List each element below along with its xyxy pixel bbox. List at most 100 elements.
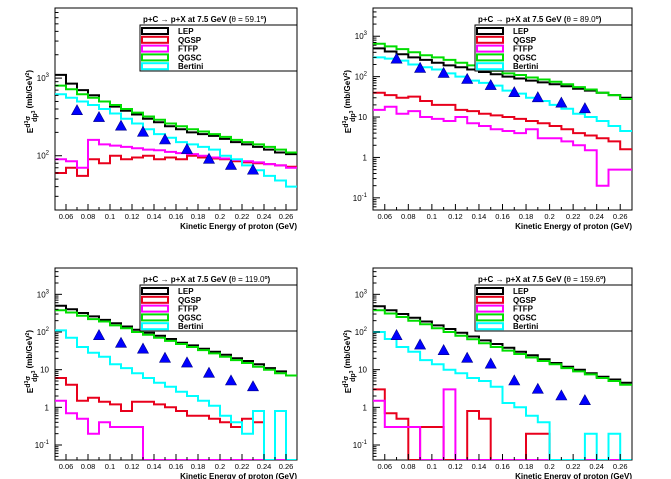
y-tick-base: 1 (363, 153, 368, 162)
x-tick-label: 0.18 (519, 462, 534, 471)
y-tick-label: 10-1 (35, 440, 50, 450)
y-axis-label-dp: dp (350, 373, 357, 384)
y-tick-label: 102 (355, 327, 368, 337)
data-point-2 (92, 110, 106, 122)
y-axis-label-d: d (343, 383, 350, 387)
y-axis-label-dp-exp: 3 (349, 110, 355, 113)
legend-label-lep: LEP (178, 287, 194, 296)
y-tick-base: 10 (40, 366, 49, 375)
title-arrow: → (161, 15, 169, 24)
y-tick-base: 10 (37, 74, 46, 83)
x-tick-label: 0.2 (215, 212, 225, 221)
legend-swatch-ftfp (476, 44, 504, 53)
x-tick-label: 0.06 (59, 462, 74, 471)
legend-label-qgsp: QGSP (178, 36, 202, 45)
title-theta: θ (231, 15, 236, 24)
y-axis-label-dp-exp: 3 (349, 370, 355, 373)
data-point-5 (484, 357, 497, 369)
x-tick-label: 0.16 (169, 462, 184, 471)
y-axis-label-dp: dp (350, 113, 357, 124)
legend-label-qgsc: QGSC (178, 313, 202, 322)
series-line-qgsp (373, 91, 632, 151)
y-tick-label: 102 (37, 327, 50, 337)
y-axis-label: Ed3σ dp3 (mb/GeV2) (342, 70, 357, 133)
y-tick-exponent: 2 (364, 72, 368, 78)
x-tick-label: 0.12 (125, 212, 140, 221)
y-axis-label-d: d (25, 123, 32, 127)
y-tick-exponent: -1 (362, 193, 368, 199)
y-tick-base: 10 (35, 441, 44, 450)
x-tick-label: 0.12 (125, 462, 140, 471)
legend-label-qgsc: QGSC (513, 53, 537, 62)
title-close: ) (264, 15, 267, 24)
legend-swatch-bertini (476, 322, 504, 331)
y-tick-exponent: 2 (364, 327, 368, 333)
title-theta: θ (231, 275, 236, 284)
y-tick-base: 10 (37, 328, 46, 337)
x-tick-label: 0.14 (147, 462, 162, 471)
legend-label-qgsc: QGSC (178, 53, 202, 62)
y-axis-label-unit: (mb/GeV (25, 75, 34, 111)
y-axis-label-close: ) (25, 70, 34, 73)
y-axis-label-dp-exp: 3 (31, 370, 37, 373)
y-tick-label: 10 (358, 113, 367, 122)
y-tick-label: 1 (363, 153, 368, 162)
data-point-9 (578, 102, 591, 114)
legend-label-ftfp: FTFP (178, 45, 199, 54)
series-line-ftfp (55, 138, 297, 169)
chart-title: p+C → p+X at 7.5 GeV (θ = 159.6o) (478, 275, 606, 284)
y-axis-label: Ed3σ dp3 (mb/GeV2) (342, 330, 357, 393)
y-tick-exponent: 3 (364, 31, 368, 37)
y-axis-label-e: E (344, 387, 353, 393)
x-tick-label: 0.24 (589, 462, 604, 471)
y-axis-label-exp: 3 (24, 120, 30, 123)
x-tick-label: 0.22 (566, 212, 581, 221)
legend-swatch-qgsc (141, 313, 169, 322)
x-tick-label: 0.24 (257, 212, 272, 221)
x-tick-label: 0.06 (377, 462, 392, 471)
data-point-6 (202, 366, 216, 378)
chart-title: p+C → p+X at 7.5 GeV (θ = 59.1o) (143, 15, 267, 24)
data-point-3 (437, 66, 450, 78)
y-axis-label-close: ) (25, 330, 34, 333)
y-tick-base: 10 (37, 290, 46, 299)
data-point-3 (136, 342, 150, 354)
legend-swatch-qgsc (476, 53, 504, 62)
title-reaction: p+C (478, 15, 496, 24)
legend-swatch-ftfp (476, 304, 504, 313)
data-point-2 (114, 336, 128, 348)
data-point-1 (390, 52, 403, 64)
series-line-qgsc (373, 42, 632, 100)
y-axis-label-unit: (mb/GeV (343, 335, 352, 371)
y-axis-label-e: E (344, 127, 353, 133)
y-axis-label-sigma: σ (25, 376, 32, 381)
y-axis-label-unit: (mb/GeV (25, 335, 34, 371)
legend-swatch-qgsp (476, 35, 504, 44)
data-point-8 (224, 158, 238, 170)
x-tick-label: 0.08 (401, 462, 416, 471)
data-point-4 (461, 72, 474, 84)
series-line-qgsc (55, 309, 297, 377)
x-tick-label: 0.2 (215, 462, 225, 471)
legend-label-qgsc: QGSC (513, 313, 537, 322)
data-point-6 (180, 142, 194, 154)
y-axis-label-d: d (25, 383, 32, 387)
series-line-qgsc (55, 84, 297, 154)
series-line-qgsc (373, 309, 632, 386)
title-close: ) (599, 15, 602, 24)
x-tick-label: 0.08 (401, 212, 416, 221)
y-tick-base: 10 (358, 366, 367, 375)
legend-swatch-lep (141, 287, 169, 295)
y-tick-exponent: 3 (46, 73, 50, 79)
legend-swatch-bertini (141, 62, 169, 71)
x-tick-label: 0.22 (235, 212, 250, 221)
x-axis-label: Kinetic Energy of proton (GeV) (180, 472, 297, 479)
x-tick-label: 0.26 (279, 212, 294, 221)
y-tick-base: 10 (355, 328, 364, 337)
x-tick-label: 0.06 (59, 212, 74, 221)
y-tick-base: 10 (353, 441, 362, 450)
x-axis-label: Kinetic Energy of proton (GeV) (180, 222, 297, 231)
